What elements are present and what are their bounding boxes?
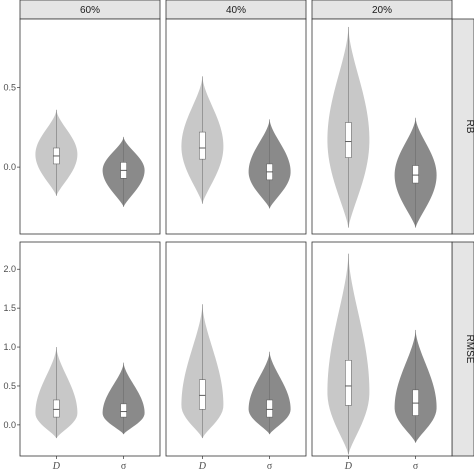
- y-tick-label-rb: 0.5: [3, 82, 16, 92]
- x-tick-label-sigma: σ: [121, 461, 127, 472]
- strip-label-rb: RB: [464, 120, 474, 134]
- box-rmse-20pct-d: [345, 360, 352, 406]
- strip-label-20pct: 20%: [372, 5, 392, 16]
- box-rmse-60pct-d: [53, 399, 60, 418]
- x-tick-label-sigma: σ: [413, 461, 419, 472]
- strip-label-rmse: RMSE: [464, 335, 474, 364]
- y-tick-label-rb: 0.0: [3, 162, 16, 172]
- box-rb-40pct-d: [199, 131, 206, 160]
- box-rb-20pct-sigma: [412, 165, 419, 184]
- box-rmse-40pct-sigma: [266, 399, 273, 418]
- strip-label-60pct: 60%: [80, 5, 100, 16]
- y-tick-label-rmse: 2.0: [3, 264, 16, 274]
- box-rb-20pct-d: [345, 122, 352, 158]
- y-tick-label-rmse: 1.5: [3, 303, 16, 313]
- x-tick-label-sigma: σ: [267, 461, 273, 472]
- box-rmse-40pct-d: [199, 379, 206, 410]
- x-tick-label-d: D: [344, 461, 353, 472]
- x-tick-label-d: D: [198, 461, 207, 472]
- panel-rmse-40pct: [165, 241, 307, 457]
- y-tick-label-rmse: 1.0: [3, 342, 16, 352]
- strip-label-40pct: 40%: [226, 5, 246, 16]
- box-rmse-60pct-sigma: [120, 403, 127, 418]
- panel-rmse-60pct: [19, 241, 161, 457]
- panel-rb-60pct: [19, 18, 161, 235]
- x-tick-label-d: D: [52, 461, 61, 472]
- y-tick-label-rmse: 0.0: [3, 420, 16, 430]
- y-tick-label-rmse: 0.5: [3, 381, 16, 391]
